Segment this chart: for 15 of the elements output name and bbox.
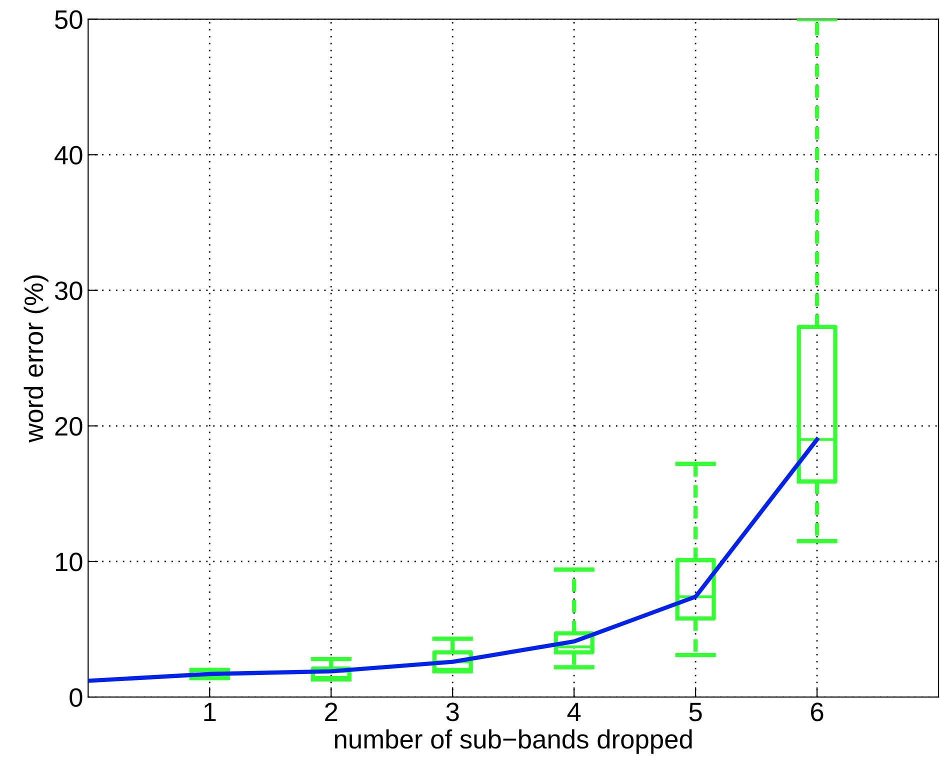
x-tick-label: 3 [446, 702, 459, 722]
y-tick-label: 50 [55, 10, 82, 29]
x-tick-label: 6 [811, 702, 824, 722]
y-tick-label: 20 [55, 417, 82, 436]
y-tick-label: 10 [56, 552, 82, 572]
y-axis-title: word error (%) [24, 275, 48, 442]
x-tick-label: 5 [689, 702, 702, 722]
x-tick-label: 4 [567, 702, 581, 722]
y-tick-label: 0 [70, 688, 82, 707]
y-tick-label: 30 [54, 281, 82, 300]
y-tick-label: 40 [54, 146, 82, 165]
x-tick-label: 2 [325, 702, 338, 722]
line-series [88, 437, 820, 683]
x-axis-title: number of sub−bands dropped [335, 729, 692, 754]
x-tick-label: 1 [204, 702, 216, 722]
